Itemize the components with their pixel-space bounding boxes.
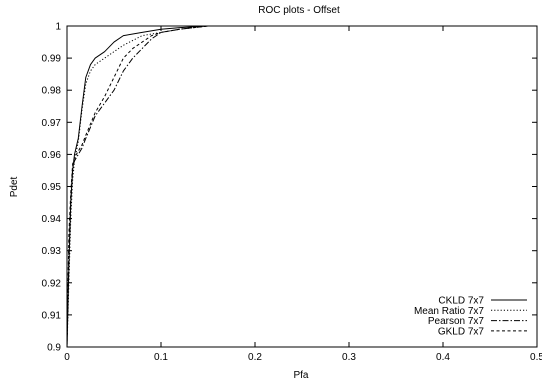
legend-label: GKLD 7x7 bbox=[438, 326, 485, 337]
y-tick-label: 0.94 bbox=[42, 214, 62, 225]
y-tick-label: 0.97 bbox=[42, 118, 62, 129]
series-lines bbox=[66, 25, 537, 348]
y-tick-label: 0.99 bbox=[42, 54, 62, 65]
x-tick-label: 0.2 bbox=[248, 352, 262, 363]
y-tick-label: 1 bbox=[55, 22, 61, 33]
legend-label: Pearson 7x7 bbox=[428, 316, 485, 327]
legend-label: CKLD 7x7 bbox=[438, 296, 484, 307]
y-axis-label: Pdet bbox=[9, 176, 20, 197]
series-line bbox=[66, 25, 537, 348]
y-tick-label: 0.91 bbox=[42, 310, 62, 321]
chart-title: ROC plots - Offset bbox=[258, 5, 340, 16]
legend-label: Mean Ratio 7x7 bbox=[414, 306, 484, 317]
y-tick-label: 0.93 bbox=[42, 246, 62, 257]
x-tick-label: 0.4 bbox=[436, 352, 450, 363]
x-axis-label: Pfa bbox=[293, 370, 308, 381]
x-tick-label: 0.3 bbox=[342, 352, 356, 363]
y-tick-label: 0.9 bbox=[47, 343, 61, 354]
y-tick-label: 0.92 bbox=[42, 278, 62, 289]
y-tick-label: 0.95 bbox=[42, 182, 62, 193]
x-tick-label: 0.5 bbox=[530, 352, 542, 363]
x-tick-label: 0 bbox=[64, 352, 70, 363]
y-tick-label: 0.98 bbox=[42, 86, 62, 97]
series-line bbox=[66, 25, 537, 348]
series-line bbox=[66, 25, 537, 348]
y-tick-label: 0.96 bbox=[42, 150, 62, 161]
x-tick-label: 0.1 bbox=[154, 352, 168, 363]
x-axis: 0 0.1 0.2 0.3 0.4 0.5 bbox=[64, 26, 542, 363]
